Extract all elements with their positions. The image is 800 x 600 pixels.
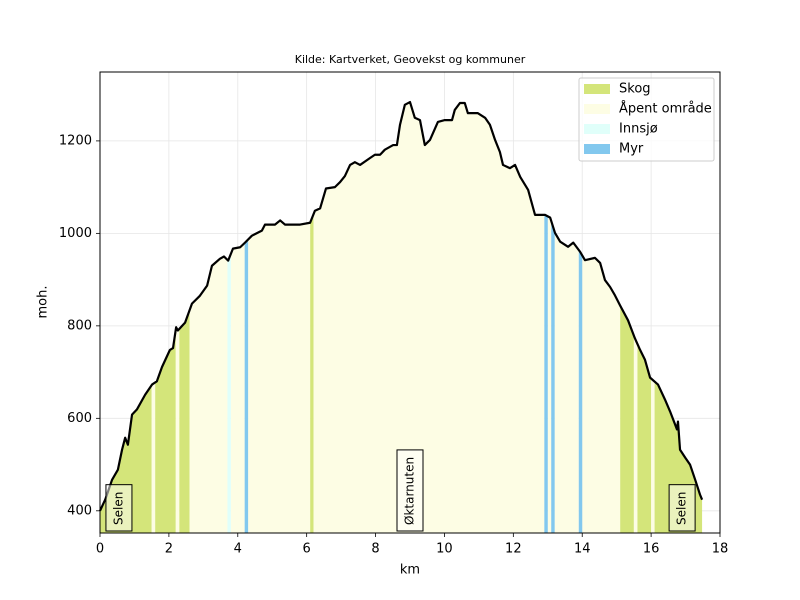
y-axis-label: moh. [36,286,51,319]
x-tick-label: 6 [303,542,311,557]
x-tick-label: 8 [371,542,379,557]
chart-title: Kilde: Kartverket, Geovekst og kommuner [295,53,526,66]
plot-frame [99,71,721,534]
terrain-segment [578,102,583,533]
terrain-segment [551,102,555,533]
annotation-box [105,484,133,532]
annotation-box [396,449,424,532]
y-tick-label: 600 [67,411,92,426]
annotation-label: Øktarnuten [403,457,417,525]
x-tick-label: 2 [165,542,173,557]
x-tick-label: 4 [234,542,242,557]
y-tick-label: 800 [67,318,92,333]
x-axis-label: km [400,563,420,578]
annotation-label: Selen [111,492,125,525]
x-tick-label: 18 [712,542,729,557]
x-tick-label: 0 [96,542,104,557]
legend-label: Åpent område [619,101,712,117]
x-tick-label: 16 [643,542,660,557]
legend-box [578,77,715,162]
x-tick-label: 12 [505,542,522,557]
legend-swatch [584,144,610,154]
y-tick-label: 400 [67,503,92,518]
terrain-segment [313,102,545,533]
legend-label: Innsjø [619,122,658,137]
elevation-line [99,100,704,512]
terrain-segment [244,102,249,533]
terrain-segment [310,102,314,533]
annotation-label: Selen [675,492,689,525]
legend-label: Skog [619,82,651,97]
legend-swatch [584,124,610,134]
legend-swatch [584,84,610,94]
legend-label: Myr [619,142,644,157]
terrain-segment [227,102,231,533]
annotation-box [668,484,696,532]
terrain-segment [547,102,552,533]
y-tick-label: 1000 [59,226,92,241]
terrain-segment [544,102,548,533]
x-tick-label: 14 [574,542,591,557]
x-tick-label: 10 [436,542,453,557]
y-tick-label: 1200 [59,133,92,148]
legend-swatch [584,104,610,114]
